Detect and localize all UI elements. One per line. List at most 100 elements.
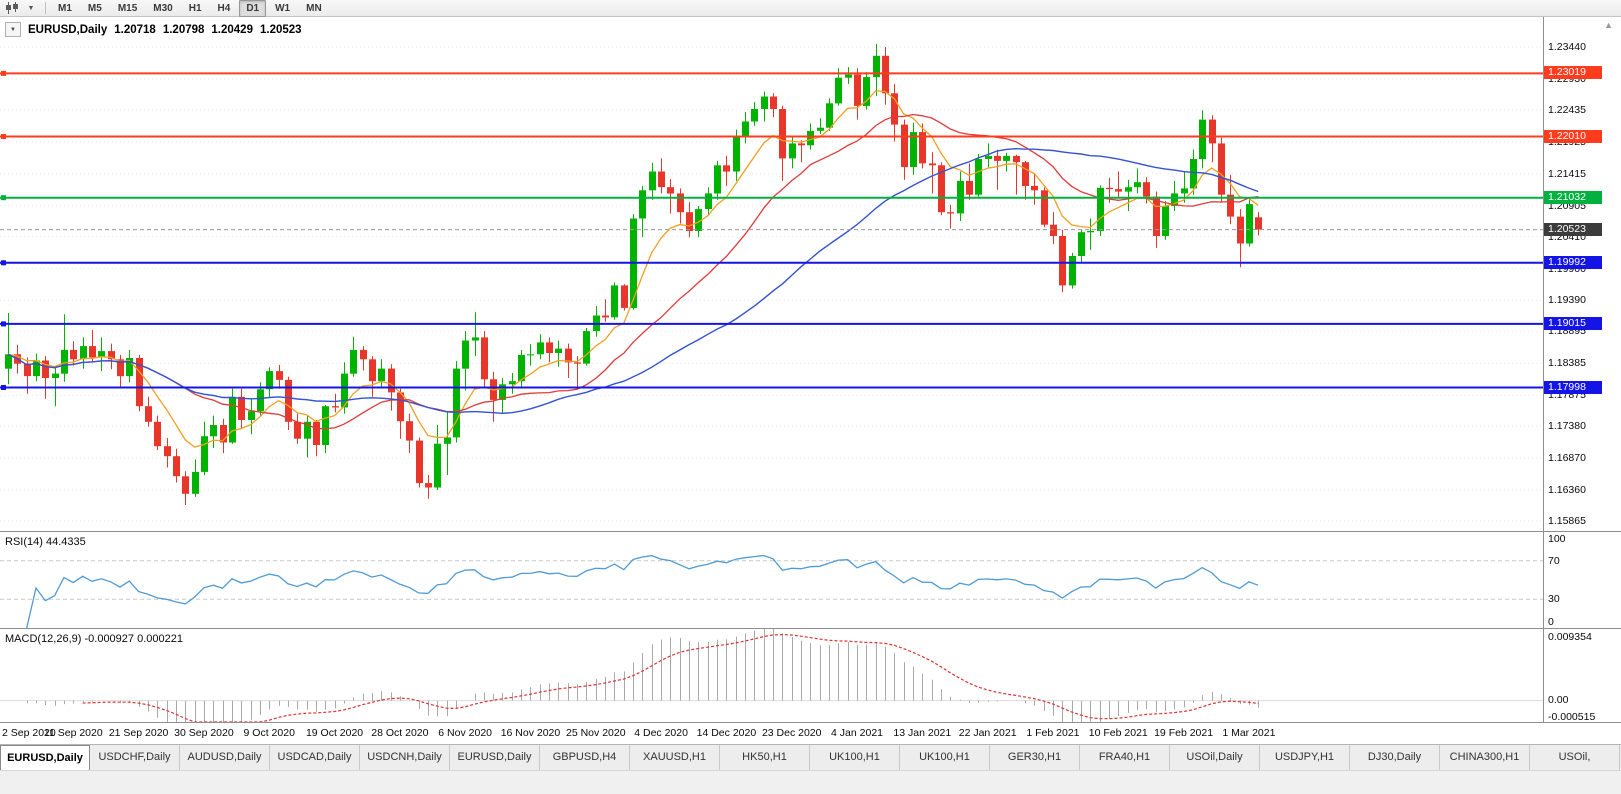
bull-candle — [835, 77, 842, 104]
price-axis-label: 1.16360 — [1548, 484, 1586, 497]
rsi-axis-label: 30 — [1548, 593, 1560, 606]
panel-separator[interactable] — [0, 531, 1621, 532]
chart-tab-usdjpy-h1[interactable]: USDJPY,H1 — [1260, 745, 1350, 770]
bear-candle — [1106, 187, 1113, 190]
bull-candle — [248, 411, 255, 420]
chart-tab-dj30-daily[interactable]: DJ30,Daily — [1350, 745, 1440, 770]
bull-candle — [845, 74, 852, 78]
chart-type-dropdown-icon[interactable]: ▼ — [27, 4, 35, 12]
macd-signal-line — [82, 633, 1259, 722]
line-handle[interactable] — [1, 385, 6, 390]
bull-candle — [611, 285, 618, 318]
timeframe-button-m1[interactable]: M1 — [58, 2, 72, 14]
bull-candle — [257, 389, 264, 412]
bear-candle — [947, 212, 954, 214]
bull-candle — [1134, 182, 1141, 188]
rsi-indicator-label: RSI(14) 44.4335 — [5, 536, 86, 548]
timeframe-button-h1[interactable]: H1 — [188, 2, 202, 14]
chart-tab-china300-h1[interactable]: CHINA300,H1 — [1440, 745, 1530, 770]
scale-toggle-icon[interactable]: ▲ — [1604, 20, 1613, 30]
chart-tab-ger30-h1[interactable]: GER30,H1 — [990, 745, 1080, 770]
line-handle[interactable] — [1, 70, 6, 76]
bull-candle — [1125, 187, 1132, 192]
bull-candle — [1087, 231, 1094, 233]
chart-tab-usoil-[interactable]: USOil, — [1530, 745, 1620, 770]
chart-tab-usdcnh-daily[interactable]: USDCNH,Daily — [360, 745, 450, 770]
bull-candle — [52, 373, 59, 378]
chart-tab-usdcad-daily[interactable]: USDCAD,Daily — [270, 745, 360, 770]
panel-separator[interactable] — [0, 628, 1621, 629]
bear-candle — [425, 483, 432, 488]
bull-candle — [80, 346, 87, 360]
bull-candle — [210, 425, 217, 437]
chart-tab-usdchf-daily[interactable]: USDCHF,Daily — [90, 745, 180, 770]
bull-candle — [527, 354, 534, 356]
price-axis-label: 1.23440 — [1548, 41, 1586, 54]
bear-candle — [164, 446, 171, 457]
bull-candle — [1097, 187, 1104, 231]
price-chart-canvas[interactable] — [0, 17, 1543, 531]
bull-candle — [826, 103, 833, 128]
chart-tab-usoil-daily[interactable]: USOil,Daily — [1170, 745, 1260, 770]
chart-tab-xauusd-h1[interactable]: XAUUSD,H1 — [630, 745, 720, 770]
chart-tab-hk50-h1[interactable]: HK50,H1 — [720, 745, 810, 770]
timeframe-button-d1[interactable]: D1 — [239, 0, 267, 17]
bull-candle — [350, 349, 357, 374]
ohlc-high: 1.20798 — [162, 23, 205, 36]
chart-tab-eurusd-daily[interactable]: EURUSD,Daily — [0, 745, 90, 770]
chart-tab-audusd-daily[interactable]: AUDUSD,Daily — [180, 745, 270, 770]
line-handle[interactable] — [1, 321, 6, 327]
price-level-badge: 1.19015 — [1544, 316, 1602, 330]
bull-candle — [985, 155, 992, 159]
bear-candle — [481, 337, 488, 380]
bull-candle — [975, 159, 982, 195]
bull-candle — [1069, 256, 1076, 286]
chart-tab-uk100-h1[interactable]: UK100,H1 — [810, 745, 900, 770]
chart-tab-gbpusd-h4[interactable]: GBPUSD,H4 — [540, 745, 630, 770]
bull-candle — [742, 121, 749, 138]
price-axis-label: 1.17380 — [1548, 420, 1586, 433]
bear-candle — [182, 476, 189, 494]
bear-candle — [546, 342, 553, 353]
macd-panel-canvas[interactable] — [0, 629, 1543, 722]
bull-candle — [1181, 188, 1188, 194]
price-axis-label: 1.17875 — [1548, 389, 1586, 402]
line-handle[interactable] — [1, 195, 6, 201]
chart-tab-fra40-h1[interactable]: FRA40,H1 — [1080, 745, 1170, 770]
chart-title: ▼ EURUSD,Daily 1.20718 1.20798 1.20429 1… — [5, 22, 302, 37]
rsi-panel-canvas[interactable] — [0, 532, 1543, 628]
timeframe-button-m15[interactable]: M15 — [117, 2, 138, 14]
bear-candle — [686, 212, 693, 231]
timeframe-button-mn[interactable]: MN — [306, 2, 322, 14]
bull-candle — [304, 421, 311, 439]
bear-candle — [117, 359, 124, 377]
bear-candle — [602, 315, 609, 318]
macd-name: MACD(12,26,9) — [5, 633, 82, 645]
price-level-badge: 1.19992 — [1544, 255, 1602, 269]
line-handle[interactable] — [1, 134, 6, 139]
rsi-axis-label: 100 — [1548, 533, 1566, 545]
date-axis[interactable] — [0, 722, 1621, 744]
bear-candle — [154, 421, 161, 447]
timeframe-button-m5[interactable]: M5 — [87, 2, 102, 14]
chart-type-icon[interactable] — [3, 1, 21, 16]
timeframe-button-m30[interactable]: M30 — [153, 2, 173, 14]
line-handle[interactable] — [1, 260, 6, 266]
bear-candle — [1153, 196, 1160, 236]
chart-tab-eurusd-daily[interactable]: EURUSD,Daily — [450, 745, 540, 770]
bull-candle — [873, 55, 880, 78]
ma-slow-line — [7, 147, 1259, 415]
price-axis-label: 1.21415 — [1548, 167, 1586, 180]
bull-candle — [126, 358, 133, 377]
bear-candle — [1143, 182, 1150, 197]
symbol-dropdown-icon[interactable]: ▼ — [5, 22, 21, 37]
price-axis-label: 1.22930 — [1548, 72, 1586, 85]
bull-candle — [499, 384, 506, 400]
timeframe-button-h4[interactable]: H4 — [217, 2, 231, 14]
chart-tab-bar: EURUSD,Daily USDCHF,Daily AUDUSD,Daily USDC… — [0, 744, 1621, 770]
chart-tab-uk100-h1[interactable]: UK100,H1 — [900, 745, 990, 770]
bear-candle — [854, 74, 861, 106]
timeframe-button-w1[interactable]: W1 — [275, 2, 291, 14]
price-axis-label: 1.19390 — [1548, 294, 1586, 307]
bear-candle — [313, 421, 320, 445]
